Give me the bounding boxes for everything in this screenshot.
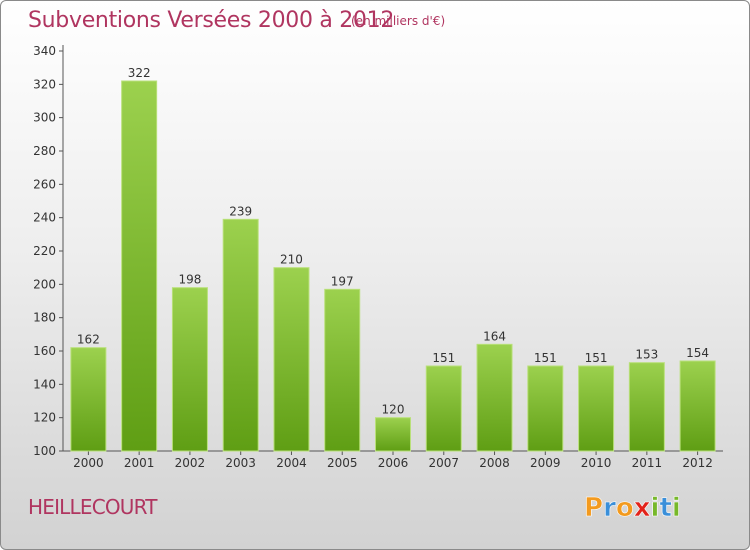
x-tick-label: 2009 [530, 456, 561, 470]
bar-value-label: 120 [382, 403, 405, 417]
bar [527, 365, 564, 452]
y-tick-label: 220 [33, 244, 56, 258]
bar-value-label: 239 [229, 204, 252, 218]
bar-value-label: 154 [686, 346, 709, 360]
bar [578, 365, 615, 452]
y-tick-label: 140 [33, 377, 56, 391]
y-tick-label: 200 [33, 277, 56, 291]
y-tick-label: 340 [33, 44, 56, 58]
x-tick-label: 2006 [378, 456, 409, 470]
y-tick-label: 320 [33, 77, 56, 91]
bar [375, 417, 411, 452]
chart-bars [70, 80, 716, 452]
bar-value-label: 162 [77, 333, 100, 347]
x-tick-label: 2010 [581, 456, 612, 470]
town-name: HEILLECOURT [28, 495, 158, 519]
y-tick-label: 240 [33, 211, 56, 225]
bar [425, 365, 462, 452]
bar [679, 360, 716, 452]
bar-value-label: 164 [483, 329, 506, 343]
chart-labels: 162 2000 322 2001 198 2002 239 2003 210 2004 197 20… [73, 66, 713, 470]
bar [476, 343, 513, 452]
chart-axes: 100 120 140 160 180 200 220 240 260 280 300 320 340 [33, 44, 723, 458]
x-tick-label: 2007 [428, 456, 459, 470]
bar [273, 267, 310, 452]
bar-value-label: 210 [280, 253, 303, 267]
proxiti-logo: Proxiti [584, 493, 681, 523]
bar [171, 287, 208, 452]
bar-value-label: 153 [635, 348, 658, 362]
x-tick-label: 2008 [479, 456, 510, 470]
bar [222, 218, 259, 452]
x-tick-label: 2003 [225, 456, 256, 470]
x-tick-label: 2002 [175, 456, 206, 470]
x-tick-label: 2012 [682, 456, 713, 470]
y-tick-label: 100 [33, 444, 56, 458]
bar [628, 362, 665, 452]
bar-value-label: 151 [585, 351, 608, 365]
x-tick-label: 2000 [73, 456, 104, 470]
y-tick-label: 260 [33, 177, 56, 191]
bar-value-label: 322 [128, 66, 151, 80]
bar-value-label: 151 [432, 351, 455, 365]
y-tick-label: 160 [33, 344, 56, 358]
chart-title: Subventions Versées 2000 à 2012 [28, 8, 395, 33]
unit-note: (en milliers d'€) [351, 14, 446, 28]
bar-value-label: 197 [331, 274, 354, 288]
bar-value-label: 198 [178, 273, 201, 287]
bar [121, 80, 158, 452]
svg-text:Proxiti: Proxiti [584, 493, 681, 523]
x-tick-label: 2005 [327, 456, 358, 470]
bar [70, 347, 107, 452]
x-tick-label: 2011 [632, 456, 663, 470]
y-tick-label: 180 [33, 311, 56, 325]
bar-value-label: 151 [534, 351, 557, 365]
y-tick-label: 300 [33, 111, 56, 125]
x-tick-label: 2004 [276, 456, 307, 470]
y-tick-label: 280 [33, 144, 56, 158]
bar [324, 288, 361, 452]
x-tick-label: 2001 [124, 456, 155, 470]
y-tick-label: 120 [33, 411, 56, 425]
